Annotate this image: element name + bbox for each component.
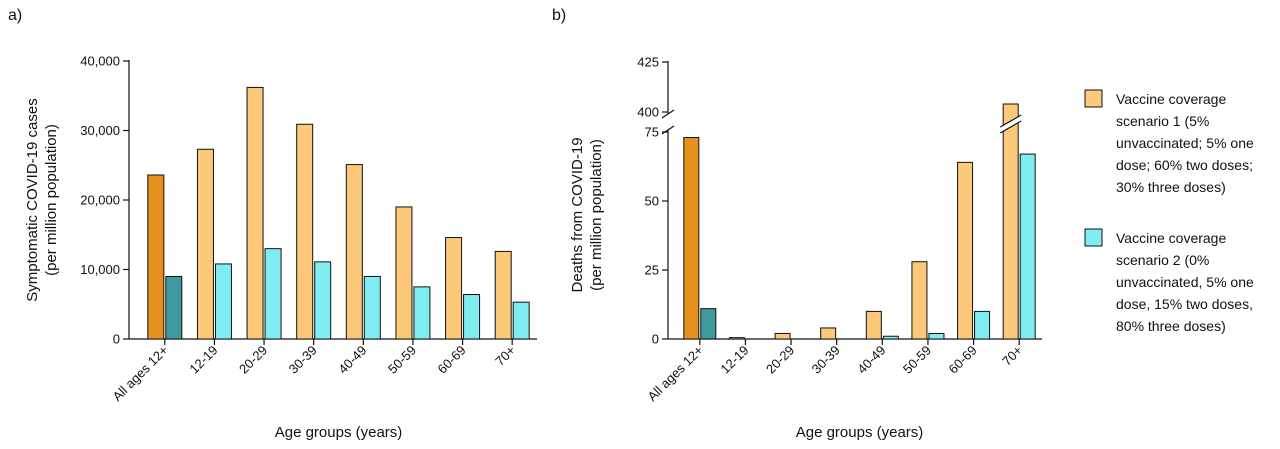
axis-break-mark-top — [661, 109, 675, 119]
axis-break-mark-bottom — [661, 125, 675, 135]
bar-a-s2-4 — [363, 275, 381, 340]
y-tick-label-b: 0 — [652, 332, 659, 347]
x-tick-label-b: 20-29 — [763, 343, 797, 377]
bar-a-s2-3 — [314, 261, 332, 340]
bar-b-s1-6 — [957, 161, 974, 340]
y-tick-label-b: 400 — [637, 105, 659, 120]
bar-a-s1-7 — [494, 250, 512, 340]
x-tick-label-a: 40-49 — [335, 343, 369, 377]
bar-b-s1-3 — [820, 327, 837, 340]
bar-a-s1-6 — [445, 237, 463, 340]
bar-a-s2-0 — [165, 275, 183, 340]
bar-break-line-b — [999, 120, 1022, 134]
legend-swatch-scenario-2 — [1084, 228, 1103, 247]
bar-a-s2-5 — [413, 286, 431, 340]
bar-b-s2-6 — [974, 310, 991, 340]
y-tick-label-b: 425 — [637, 55, 659, 70]
bar-a-s1-1 — [196, 148, 214, 340]
x-axis-title-a: Age groups (years) — [275, 424, 403, 441]
x-tick-label-b: All ages 12+ — [644, 343, 705, 404]
panel-b-label: b) — [552, 7, 566, 24]
x-tick-label-a: 20-29 — [236, 343, 270, 377]
bar-b-s2-4 — [882, 335, 899, 340]
y-tick-label-a: 0 — [113, 332, 120, 347]
y-axis-title-a: Symptomatic COVID-19 cases (per million p… — [24, 98, 60, 301]
bar-b-s1-0 — [683, 137, 700, 340]
y-tick-label-a: 10,000 — [80, 262, 120, 277]
y-tick-label-a: 40,000 — [80, 54, 120, 69]
bar-a-s1-0 — [147, 174, 165, 340]
x-tick-label-b: 60-69 — [946, 343, 980, 377]
y-tick-label-b: 50 — [645, 194, 659, 209]
legend-swatch-scenario-1 — [1084, 89, 1103, 108]
x-tick-label-b: 70+ — [999, 343, 1025, 369]
x-tick-label-a: 70+ — [492, 343, 518, 369]
x-tick-label-a: 30-39 — [286, 343, 320, 377]
bar-a-s1-2 — [246, 86, 264, 340]
x-tick-label-a: 12-19 — [186, 343, 220, 377]
bar-b-s1-5 — [911, 261, 928, 340]
bar-a-s2-2 — [264, 248, 282, 340]
chart-a-cases: 0 10,000 20,000 30,000 40,000 All ages 12+ 12-… — [24, 54, 537, 441]
bar-a-s2-7 — [512, 301, 530, 340]
bar-a-s1-4 — [345, 164, 363, 340]
bar-a-s1-3 — [296, 123, 314, 340]
y-tick-label-a: 20,000 — [80, 193, 120, 208]
y-tick-label-a: 30,000 — [80, 123, 120, 138]
chart-b-deaths: 0 25 50 75 400 425 All ages 12+ 12-19 20-29 30-39… — [569, 55, 1042, 441]
x-tick-label-b: 12-19 — [717, 343, 751, 377]
bar-b-s1-7 — [1002, 103, 1019, 340]
legend-label-scenario-2: Vaccine coverage scenario 2 (0% unvaccinat… — [1116, 230, 1254, 334]
x-tick-label-b: 30-39 — [809, 343, 843, 377]
x-tick-label-b: 40-49 — [854, 343, 888, 377]
bar-break-line-b — [999, 114, 1022, 128]
bar-a-s2-6 — [463, 294, 481, 340]
bar-b-s1-4 — [865, 310, 882, 340]
legend-label-scenario-1: Vaccine coverage scenario 1 (5% unvaccinat… — [1116, 91, 1254, 195]
bar-a-s1-5 — [395, 206, 413, 340]
y-tick-label-b: 75 — [645, 125, 659, 140]
bar-b-s2-0 — [700, 308, 717, 340]
bar-b-s1-1 — [728, 337, 745, 340]
legend: Vaccine coverage scenario 1 (5% unvaccinat… — [1084, 89, 1254, 334]
bar-b-s2-7 — [1019, 153, 1036, 340]
x-tick-label-b: 50-59 — [900, 343, 934, 377]
x-tick-label-a: 50-59 — [385, 343, 419, 377]
x-axis-title-b: Age groups (years) — [796, 424, 924, 441]
y-axis-title-b: Deaths from COVID-19 (per million populat… — [569, 137, 605, 292]
bar-break-gap-b — [1000, 115, 1022, 133]
bar-b-s1-2 — [774, 332, 791, 340]
y-tick-label-b: 25 — [645, 263, 659, 278]
panel-a-label: a) — [8, 7, 22, 24]
x-tick-label-a: All ages 12+ — [109, 343, 170, 404]
bar-a-s2-1 — [214, 263, 232, 340]
x-tick-label-a: 60-69 — [435, 343, 469, 377]
bar-b-s2-5 — [928, 332, 945, 340]
